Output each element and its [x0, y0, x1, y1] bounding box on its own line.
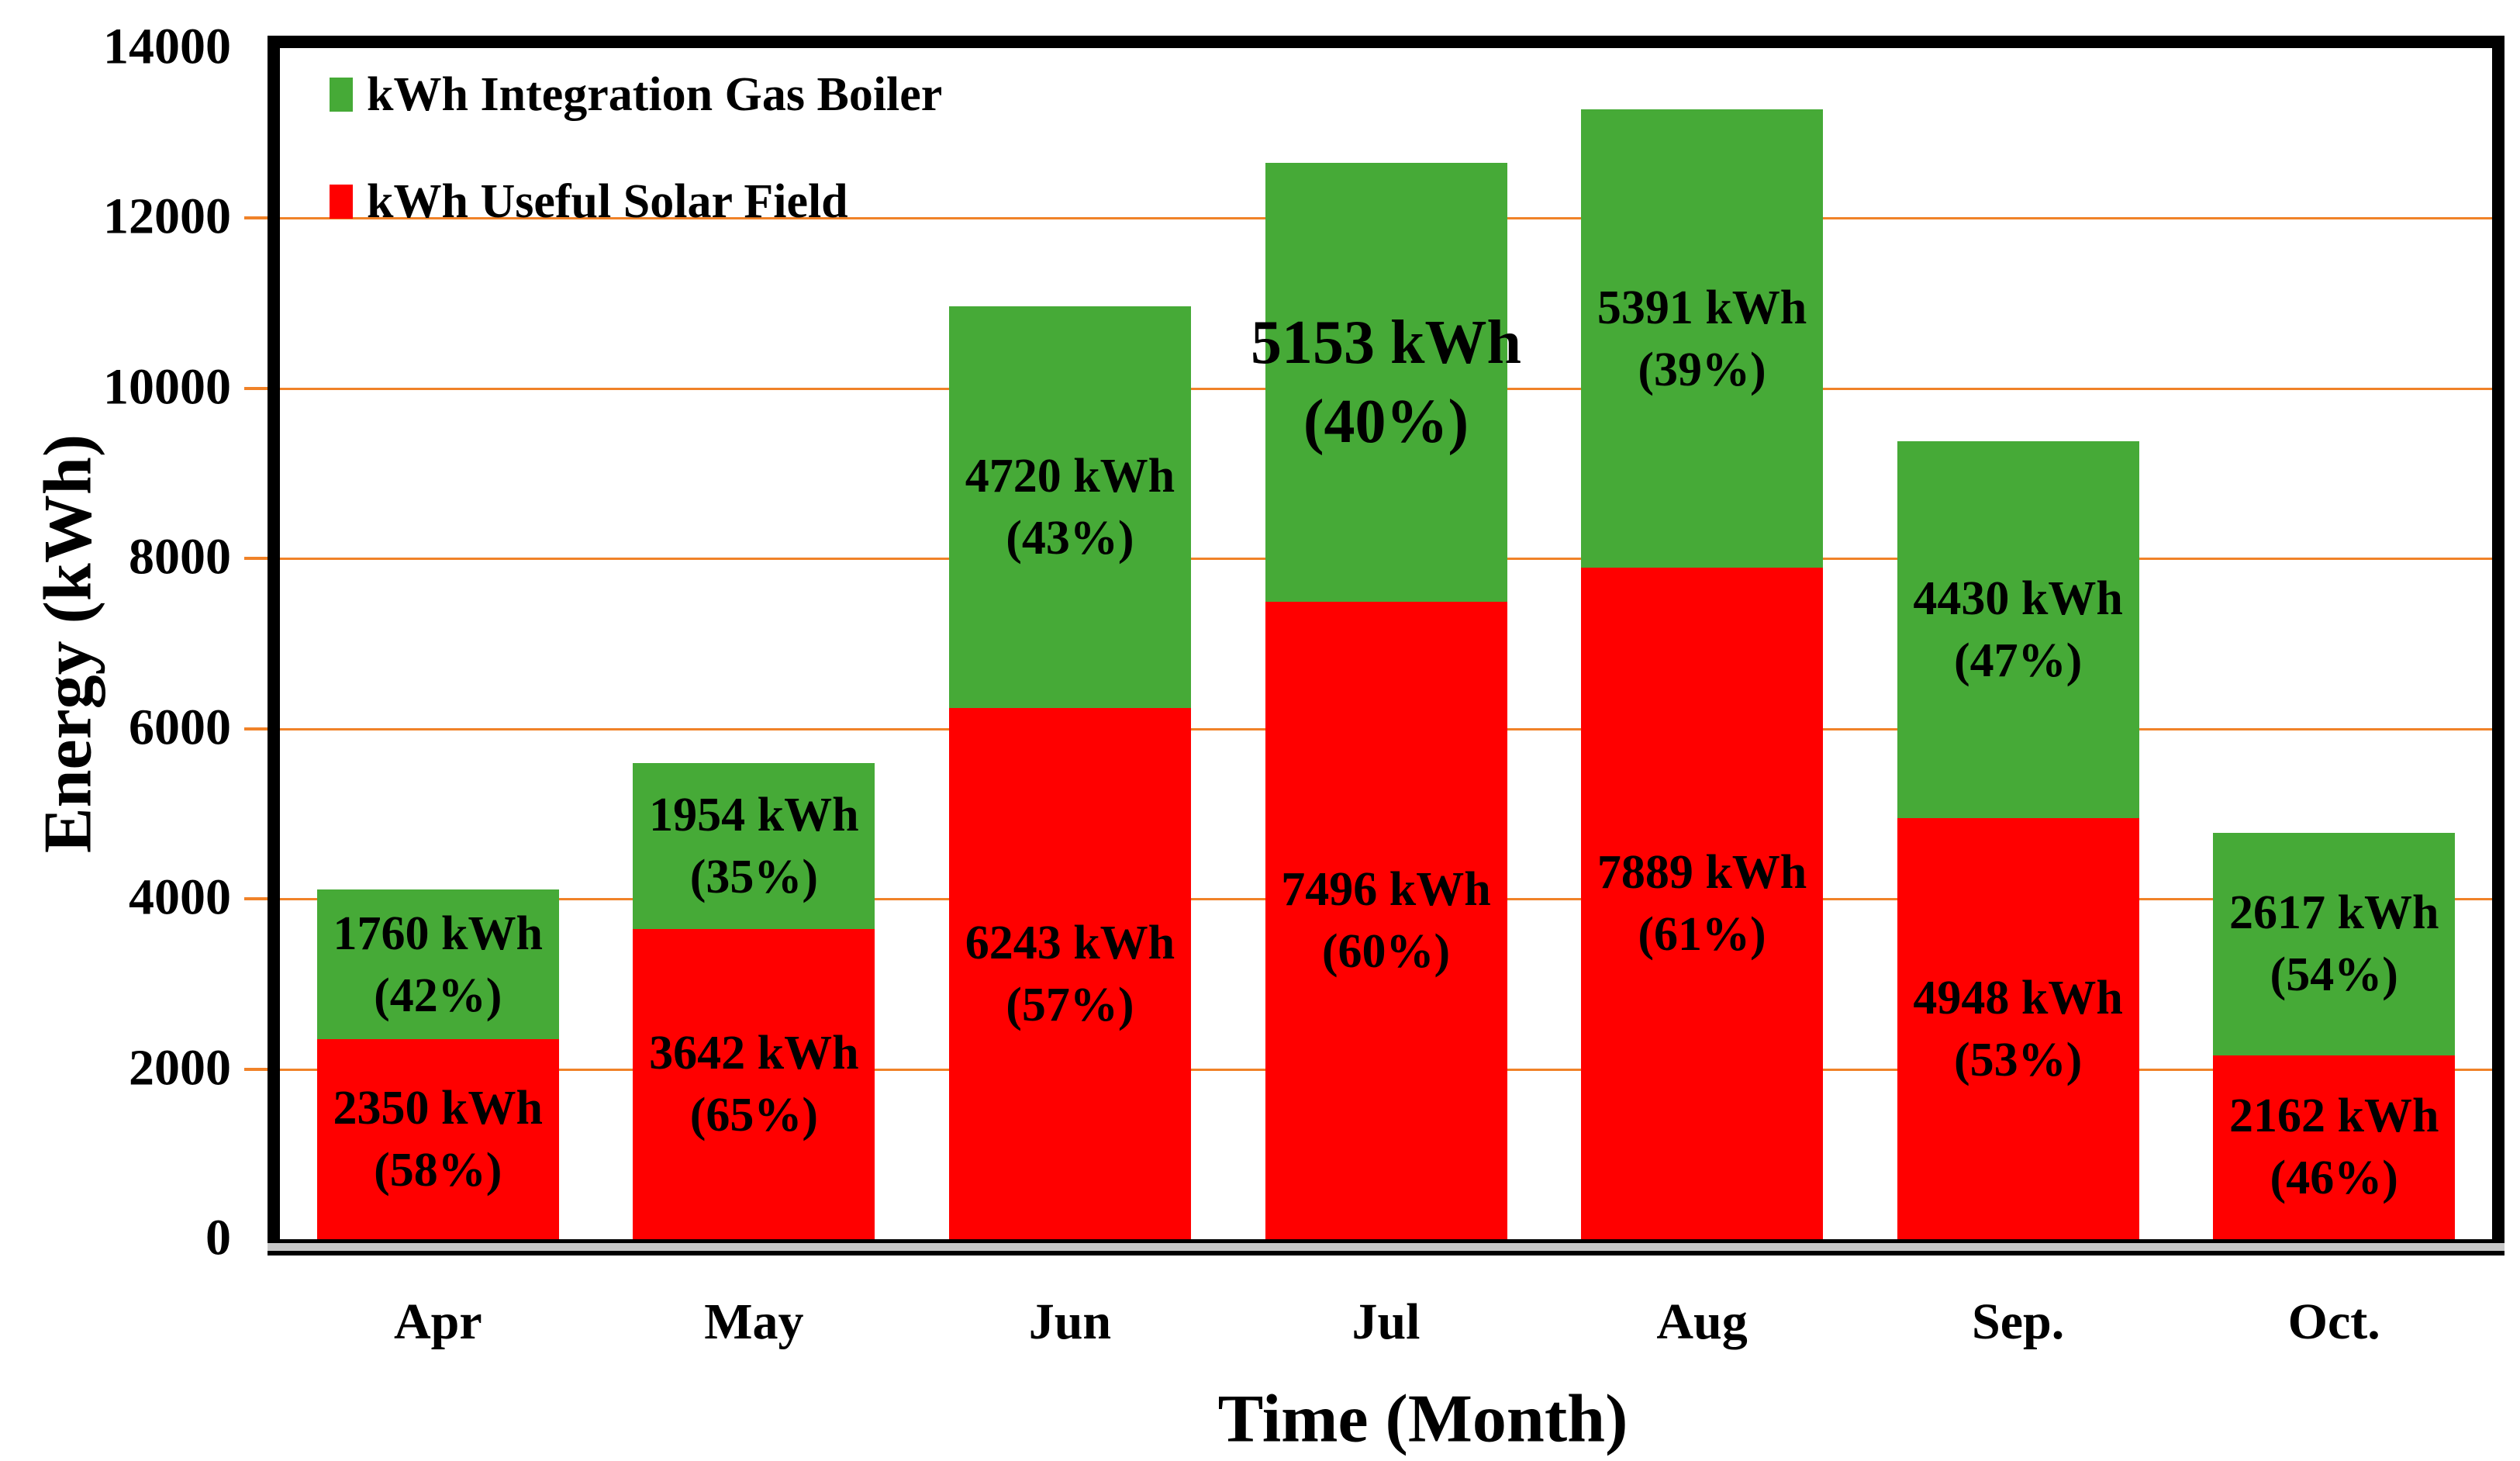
legend-label-gas-boiler: kWh Integration Gas Boiler	[367, 67, 943, 121]
y-axis-tick-mark-2000	[244, 1067, 268, 1071]
bar-segment-solar-may	[633, 929, 875, 1239]
x-axis-line	[268, 1239, 2504, 1243]
label-gasboiler-jun: 4720 kWh (43%)	[965, 445, 1175, 569]
y-tick-label-10000: 10000	[103, 358, 231, 416]
bar-segment-solar-oct	[2213, 1055, 2456, 1239]
label-solar-jul-percent: (60%)	[1321, 924, 1451, 978]
legend-label-solar-field: kWh Useful Solar Field	[367, 174, 848, 228]
label-solar-jul: 7496 kWh (60%)	[1281, 858, 1490, 983]
label-solar-may-percent: (65%)	[689, 1089, 818, 1142]
chart-bottom-border	[268, 1251, 2504, 1255]
label-gasboiler-jul: 5153 kWh (40%)	[1251, 303, 1521, 461]
label-gasboiler-may-percent: (35%)	[689, 851, 818, 904]
y-axis-title: Energy (kWh)	[30, 433, 106, 854]
label-gasboiler-oct-value: 2617 kWh	[2228, 886, 2439, 940]
plot-area-border	[268, 36, 2504, 1239]
x-axis-title: Time (Month)	[1217, 1381, 1628, 1457]
label-solar-may: 3642 kWh (65%)	[649, 1022, 858, 1146]
bar-segment-gasboiler-oct	[2213, 832, 2456, 1055]
x-tick-label-apr: Apr	[393, 1293, 482, 1350]
label-solar-aug: 7889 kWh (61%)	[1597, 841, 1807, 965]
bar-segment-solar-jul	[1265, 601, 1507, 1239]
legend-swatch-red-icon	[330, 185, 353, 219]
bar-segment-gasboiler-may	[633, 763, 875, 930]
label-solar-oct-value: 2162 kWh	[2228, 1090, 2439, 1143]
label-solar-apr: 2350 kWh (58%)	[333, 1077, 543, 1201]
label-gasboiler-apr-percent: (42%)	[374, 969, 502, 1022]
y-tick-label-2000: 2000	[129, 1039, 231, 1097]
label-gasboiler-jun-percent: (43%)	[1006, 512, 1134, 565]
label-solar-jun-percent: (57%)	[1006, 978, 1134, 1031]
x-tick-label-jul: Jul	[1351, 1293, 1421, 1350]
label-solar-oct-percent: (46%)	[2270, 1152, 2398, 1205]
bar-segment-solar-aug	[1581, 568, 1824, 1239]
y-tick-label-14000: 14000	[103, 18, 231, 75]
legend-swatch-green-icon	[330, 78, 353, 112]
label-solar-aug-value: 7889 kWh	[1597, 846, 1807, 900]
x-tick-label-jun: Jun	[1028, 1293, 1112, 1350]
label-solar-jun-value: 6243 kWh	[965, 916, 1175, 969]
label-gasboiler-aug-percent: (39%)	[1638, 343, 1766, 396]
label-solar-jun: 6243 kWh (57%)	[965, 912, 1175, 1036]
y-tick-label-0: 0	[205, 1209, 231, 1266]
legend: kWh Integration Gas Boiler kWh Useful So…	[330, 68, 942, 288]
legend-item-solar-field: kWh Useful Solar Field	[330, 175, 942, 228]
bar-segment-solar-sep	[1897, 818, 2139, 1239]
label-gasboiler-jul-value: 5153 kWh	[1251, 308, 1521, 377]
y-axis-tick-mark-6000	[244, 727, 268, 730]
y-axis-tick-mark-8000	[244, 557, 268, 561]
y-axis-tick-mark-12000	[244, 216, 268, 220]
label-solar-aug-percent: (61%)	[1638, 908, 1766, 962]
label-gasboiler-aug-value: 5391 kWh	[1597, 281, 1807, 334]
y-tick-label-8000: 8000	[129, 528, 231, 585]
label-gasboiler-may: 1954 kWh (35%)	[649, 784, 858, 908]
bar-segment-gasboiler-jul	[1265, 163, 1507, 602]
x-tick-label-sep: Sep.	[1972, 1293, 2065, 1350]
x-axis-shadow-line	[268, 1243, 2504, 1251]
bar-segment-solar-jun	[948, 708, 1191, 1239]
label-gasboiler-sep-percent: (47%)	[1953, 634, 2083, 688]
label-solar-sep-value: 4948 kWh	[1913, 971, 2123, 1024]
y-tick-label-4000: 4000	[129, 869, 231, 926]
y-axis-tick-mark-4000	[244, 897, 268, 901]
bar-segment-gasboiler-aug	[1581, 109, 1824, 568]
label-solar-sep-percent: (53%)	[1953, 1033, 2083, 1086]
bar-segment-solar-apr	[316, 1039, 559, 1239]
label-gasboiler-oct-percent: (54%)	[2270, 948, 2398, 1002]
label-gasboiler-oct: 2617 kWh (54%)	[2229, 882, 2439, 1006]
x-tick-label-may: May	[704, 1293, 804, 1350]
bar-segment-gasboiler-apr	[316, 889, 559, 1040]
x-tick-label-aug: Aug	[1656, 1293, 1748, 1350]
y-axis-tick-mark-10000	[244, 386, 268, 390]
label-solar-apr-value: 2350 kWh	[333, 1082, 544, 1135]
label-solar-may-value: 3642 kWh	[649, 1027, 859, 1080]
label-gasboiler-may-value: 1954 kWh	[649, 789, 859, 842]
label-gasboiler-aug: 5391 kWh (39%)	[1597, 277, 1807, 401]
label-gasboiler-jul-percent: (40%)	[1303, 387, 1469, 456]
y-tick-label-6000: 6000	[129, 699, 231, 756]
label-gasboiler-sep: 4430 kWh (47%)	[1913, 568, 2122, 692]
label-solar-sep: 4948 kWh (53%)	[1913, 967, 2122, 1091]
y-tick-label-12000: 12000	[103, 188, 231, 245]
bar-segment-gasboiler-jun	[948, 306, 1191, 709]
label-gasboiler-jun-value: 4720 kWh	[965, 450, 1175, 503]
bar-segment-gasboiler-sep	[1897, 441, 2139, 819]
label-gasboiler-apr: 1760 kWh (42%)	[333, 903, 543, 1027]
label-solar-apr-percent: (58%)	[374, 1144, 502, 1197]
label-solar-oct: 2162 kWh (46%)	[2229, 1085, 2439, 1209]
label-gasboiler-apr-value: 1760 kWh	[333, 907, 544, 960]
legend-item-gas-boiler: kWh Integration Gas Boiler	[330, 68, 942, 121]
x-tick-label-oct: Oct.	[2287, 1293, 2380, 1350]
label-gasboiler-sep-value: 4430 kWh	[1913, 572, 2123, 626]
label-solar-jul-value: 7496 kWh	[1281, 862, 1491, 916]
